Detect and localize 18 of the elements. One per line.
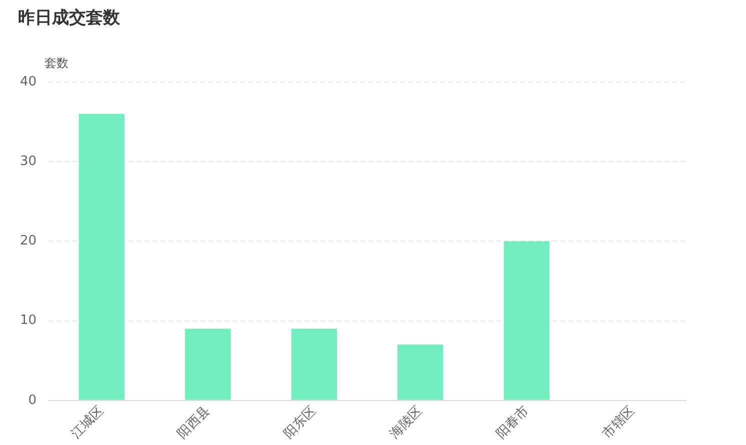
y-tick-label: 30 [20,154,37,169]
bar [291,328,337,400]
y-tick-label: 10 [20,313,37,328]
bar [504,241,550,400]
x-tick-label: 阳西县 [174,404,214,442]
chart-title: 昨日成交套数 [18,7,120,29]
y-axis-title: 套数 [44,56,69,70]
y-tick-label: 40 [20,74,37,90]
x-tick-label: 阳东区 [281,404,320,442]
bar [185,328,231,400]
y-tick-label: 0 [28,392,37,408]
x-tick-label: 阳春市 [494,404,532,442]
bar [78,114,125,400]
x-tick-label: 海陵区 [387,404,426,442]
x-tick-label: 市辖区 [600,404,638,442]
y-tick-label: 20 [20,234,37,249]
x-tick-label: 江城区 [68,404,107,442]
bar [398,344,444,400]
